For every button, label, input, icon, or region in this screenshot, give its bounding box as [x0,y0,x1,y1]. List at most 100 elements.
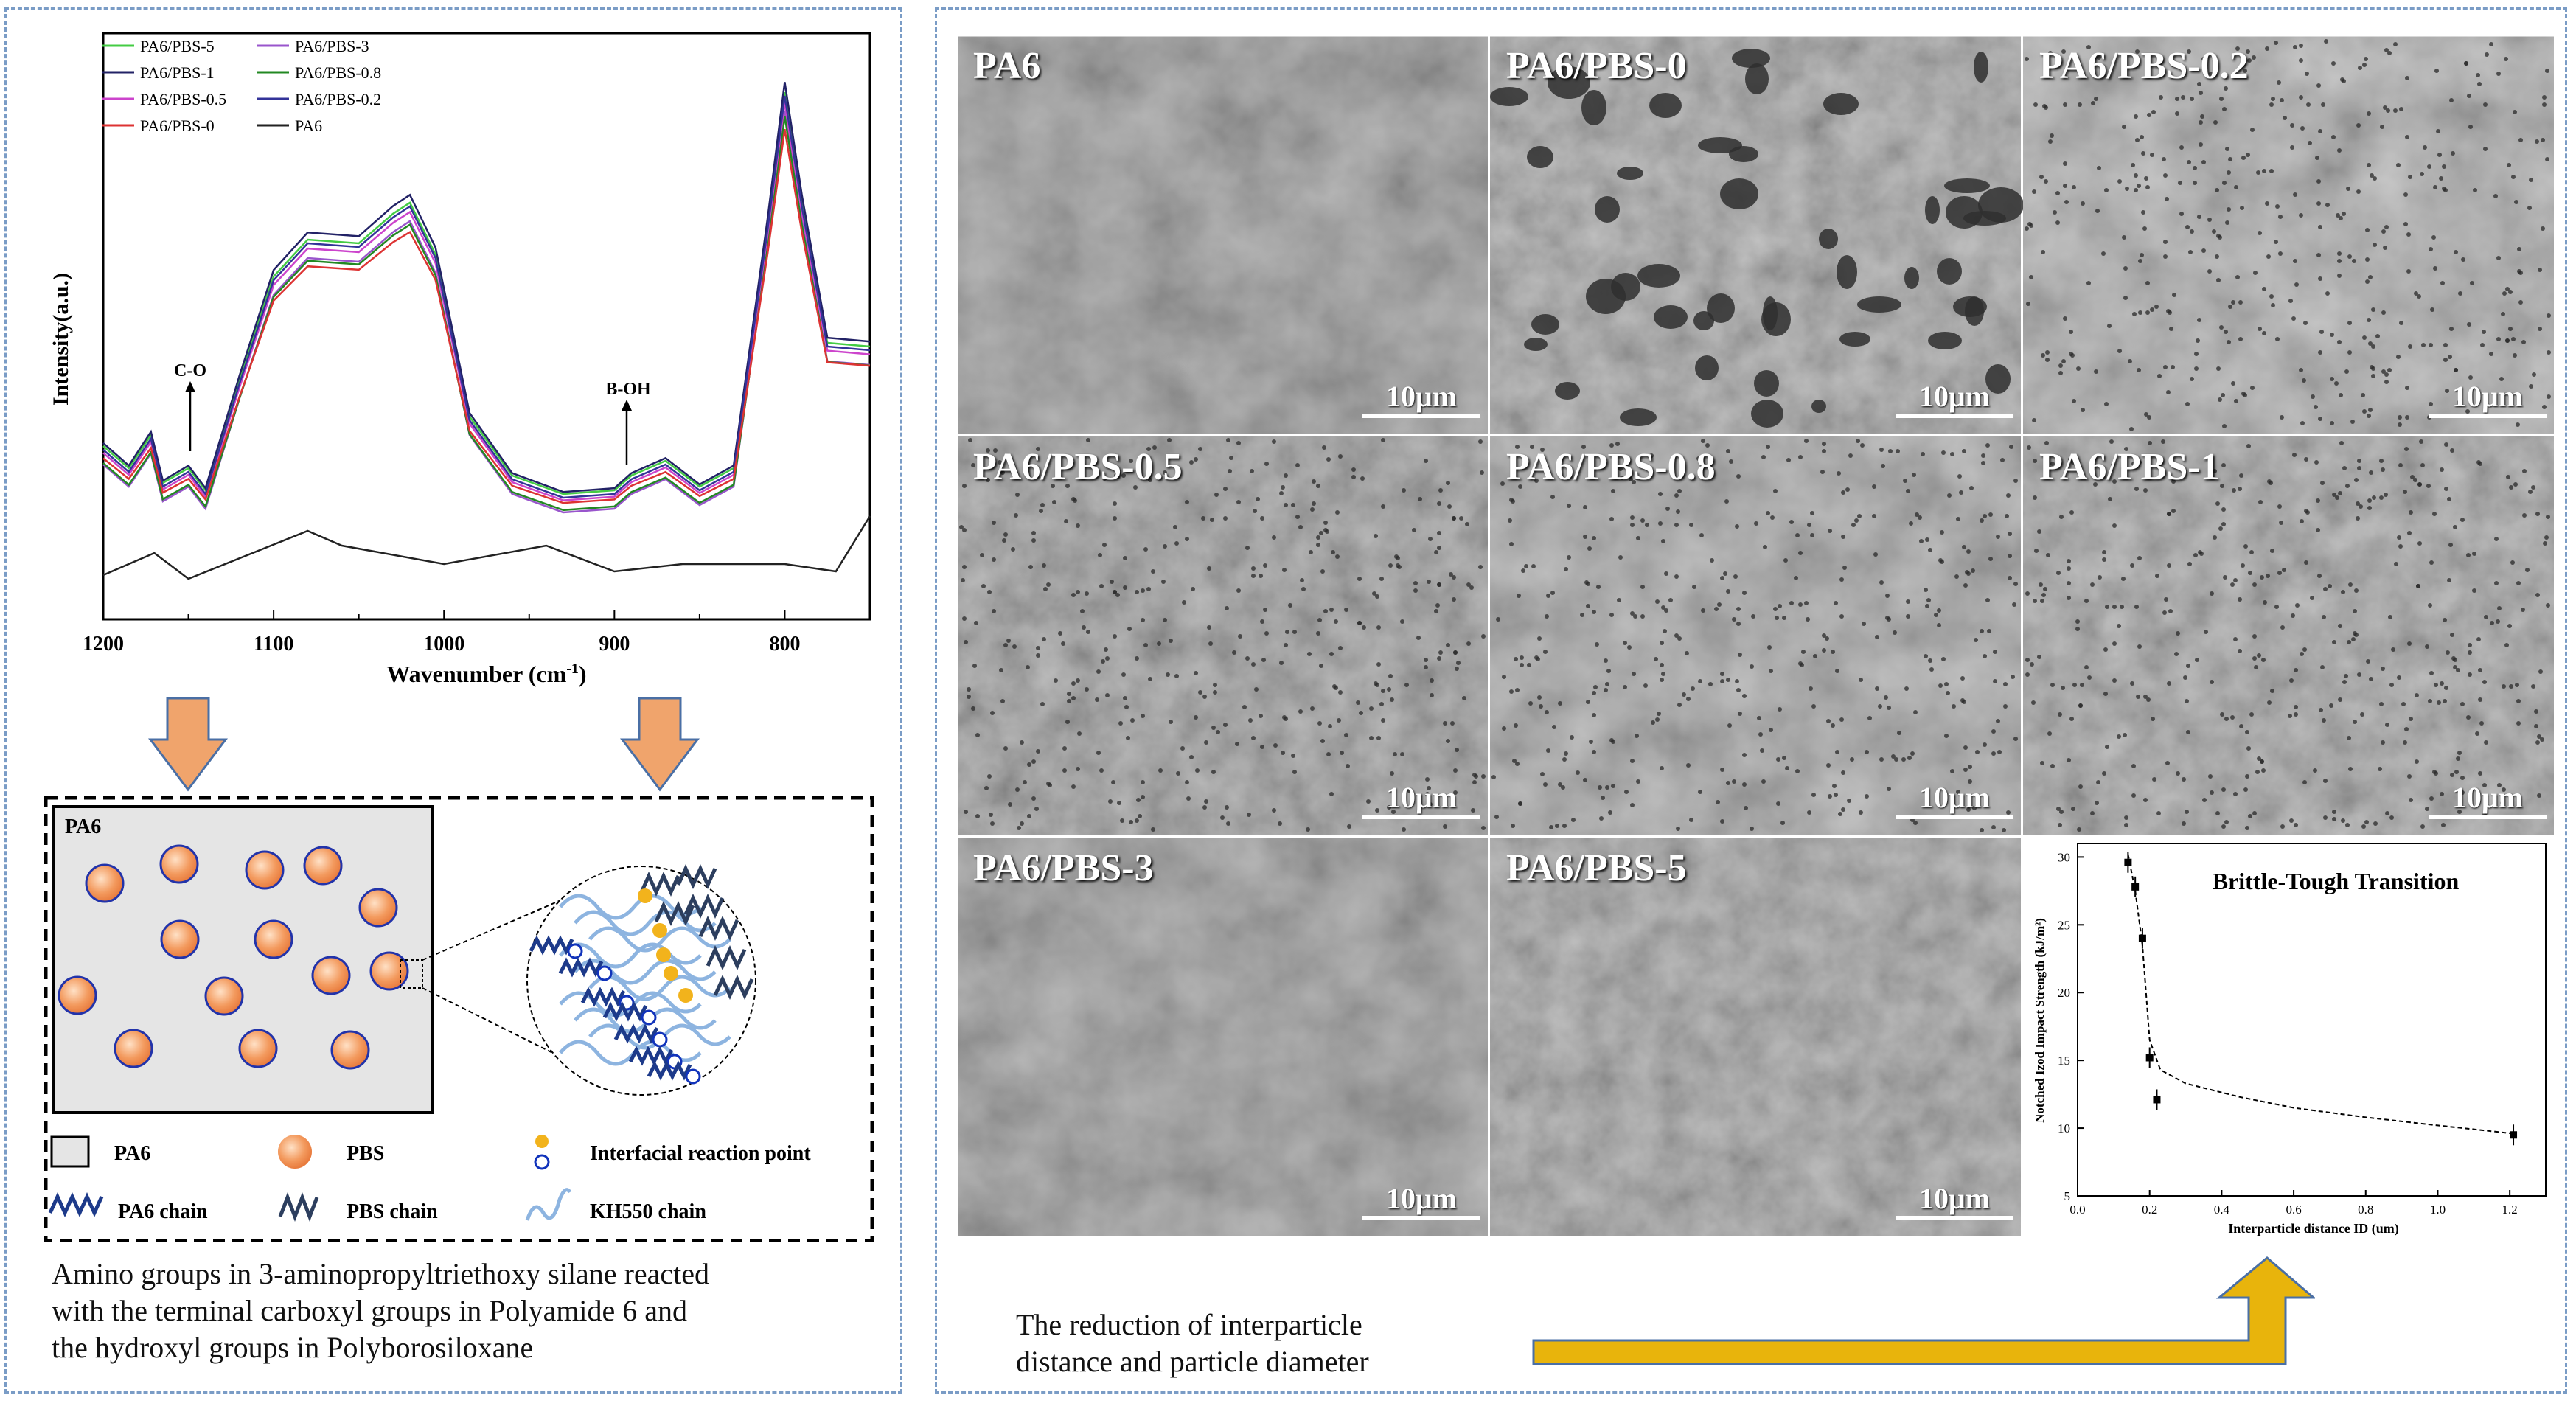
right-caption: The reduction of interparticle distance … [1016,1307,1369,1380]
scale-bar: 10μm [1896,780,2013,819]
inset-x-tick: 0.2 [2142,1203,2157,1217]
pbs-particle [114,1029,153,1068]
legend-pa6-swatch [50,1135,90,1168]
sem-label: PA6/PBS-0 [1506,45,1687,87]
ftir-legend-label: PA6/PBS-5 [140,37,215,55]
interfacial-dot [652,923,667,938]
pbs-particle [369,951,409,991]
interfacial-dot [678,988,693,1003]
legend-kh550-chain-icon [525,1188,572,1221]
pbs-chain [698,915,739,942]
pa6-chain [558,957,604,978]
scale-bar: 10μm [1362,379,1480,418]
legend-pbs-label: PBS [347,1142,384,1165]
scale-bar-label: 10μm [2452,380,2523,413]
pa6-chain [613,1023,659,1044]
ftir-legend-label: PA6/PBS-0.2 [295,90,381,108]
inset-y-tick: 30 [2058,850,2070,864]
inset-x-tick: 0.6 [2286,1203,2301,1217]
sem-label: PA6/PBS-0.5 [973,446,1183,488]
interfacial-ring [596,965,613,981]
kh550-chain [559,942,702,969]
pbs-chain [706,944,747,971]
ftir-chart: Intensity(a.u.) 1200 1100 1000 900 800 PA6/P… [49,32,871,687]
ftir-ylabel: Intensity(a.u.) [49,273,73,406]
sem-image-5 [2023,436,2554,835]
sem-image-2 [2023,35,2554,434]
inset-y-tick: 20 [2058,986,2070,1000]
schematic: PA6 PA6 PBS Interfacial reaction point P… [44,796,874,1242]
sem-label: PA6/PBS-3 [973,847,1154,889]
ftir-legend-label: PA6/PBS-0.5 [140,90,226,108]
pa6-box-label: PA6 [65,815,101,838]
legend-kh550-chain-label: KH550 chain [590,1200,706,1223]
scale-bar-label: 10μm [1919,1182,1990,1215]
sem-label: PA6/PBS-0.2 [2039,45,2249,87]
down-arrow-left [148,697,228,792]
ftir-series-line [102,95,871,499]
pbs-chain [639,871,680,897]
ftir-legend-label: PA6/PBS-1 [140,63,215,82]
ftir-series-line-pa6 [102,515,871,580]
pbs-particle [330,1030,370,1070]
pbs-particle [160,919,200,959]
legend-pbs-chain-label: PBS chain [347,1200,438,1223]
inset-data-point [2138,934,2146,942]
ftir-annotation-co: C-O [174,361,206,380]
interfacial-dot [638,888,652,903]
interfacial-ring [652,1031,668,1048]
legend-pa6-chain-icon [48,1191,104,1218]
ftir-annotation-boh: B-OH [605,380,651,399]
inset-y-tick: 15 [2058,1054,2070,1068]
inset-data-point [2131,883,2140,891]
left-caption-line-1: Amino groups in 3-aminopropyltriethoxy s… [52,1257,710,1290]
pbs-particle [311,956,351,995]
ftir-legend-label: PA6 [295,116,322,135]
right-panel [935,7,2567,1394]
legend-interfacial-dot [535,1135,549,1148]
impact-strength-chart: Brittle-Tough Transition Notched Izod Im… [2026,836,2555,1239]
ftir-xlabel: Wavenumber (cm-1) [386,661,586,687]
inset-x-tick: 0.8 [2358,1203,2373,1217]
sem-image-3 [957,436,1488,835]
scale-bar-label: 10μm [1919,781,1990,814]
pa6-chain [529,935,574,956]
kh550-chain [559,894,702,920]
inset-x-tick: 1.2 [2502,1203,2518,1217]
scale-bar-label: 10μm [2452,781,2523,814]
legend-interfacial-label: Interfacial reaction point [590,1142,811,1165]
ftir-x-tick-1000: 1000 [423,633,464,655]
ftir-x-tick-1100: 1100 [254,633,293,655]
ftir-x-tick-800: 800 [769,633,800,655]
pa6-chain [580,987,626,1007]
ftir-series-line [102,128,871,504]
scale-bar-label: 10μm [1919,380,1990,413]
pbs-particle [204,976,244,1016]
inset-y-tick: 5 [2064,1189,2071,1203]
ftir-legend-label: PA6/PBS-0 [140,116,215,135]
transition-arrow [1532,1256,2315,1365]
interfacial-dot [656,947,671,962]
inset-x-tick: 0.4 [2214,1203,2230,1217]
pbs-chain [676,863,717,890]
scale-bar: 10μm [1896,1181,2013,1220]
inset-data-point [2145,1054,2154,1062]
legend-pbs-swatch [278,1135,312,1169]
pbs-chain [683,893,725,919]
kh550-chain [588,975,731,1001]
right-caption-line-1: The reduction of interparticle [1016,1308,1362,1341]
ftir-legend-label: PA6/PBS-0.8 [295,63,381,82]
sem-image-4 [1490,436,2021,835]
inset-data-point [2153,1096,2161,1104]
interfacial-ring [567,943,583,959]
sem-label: PA6/PBS-1 [2039,446,2220,488]
left-caption-line-3: the hydroxyl groups in Polyborosiloxane [52,1331,534,1364]
sem-image-7 [1490,838,2021,1236]
pbs-particle [85,863,125,903]
scale-bar-label: 10μm [1386,1182,1457,1215]
interfacial-dot [664,966,678,981]
right-caption-line-2: distance and particle diameter [1016,1345,1369,1378]
pa6-chain [647,1060,692,1081]
inset-fit-curve [2127,854,2514,1135]
down-arrow-right [620,697,700,792]
